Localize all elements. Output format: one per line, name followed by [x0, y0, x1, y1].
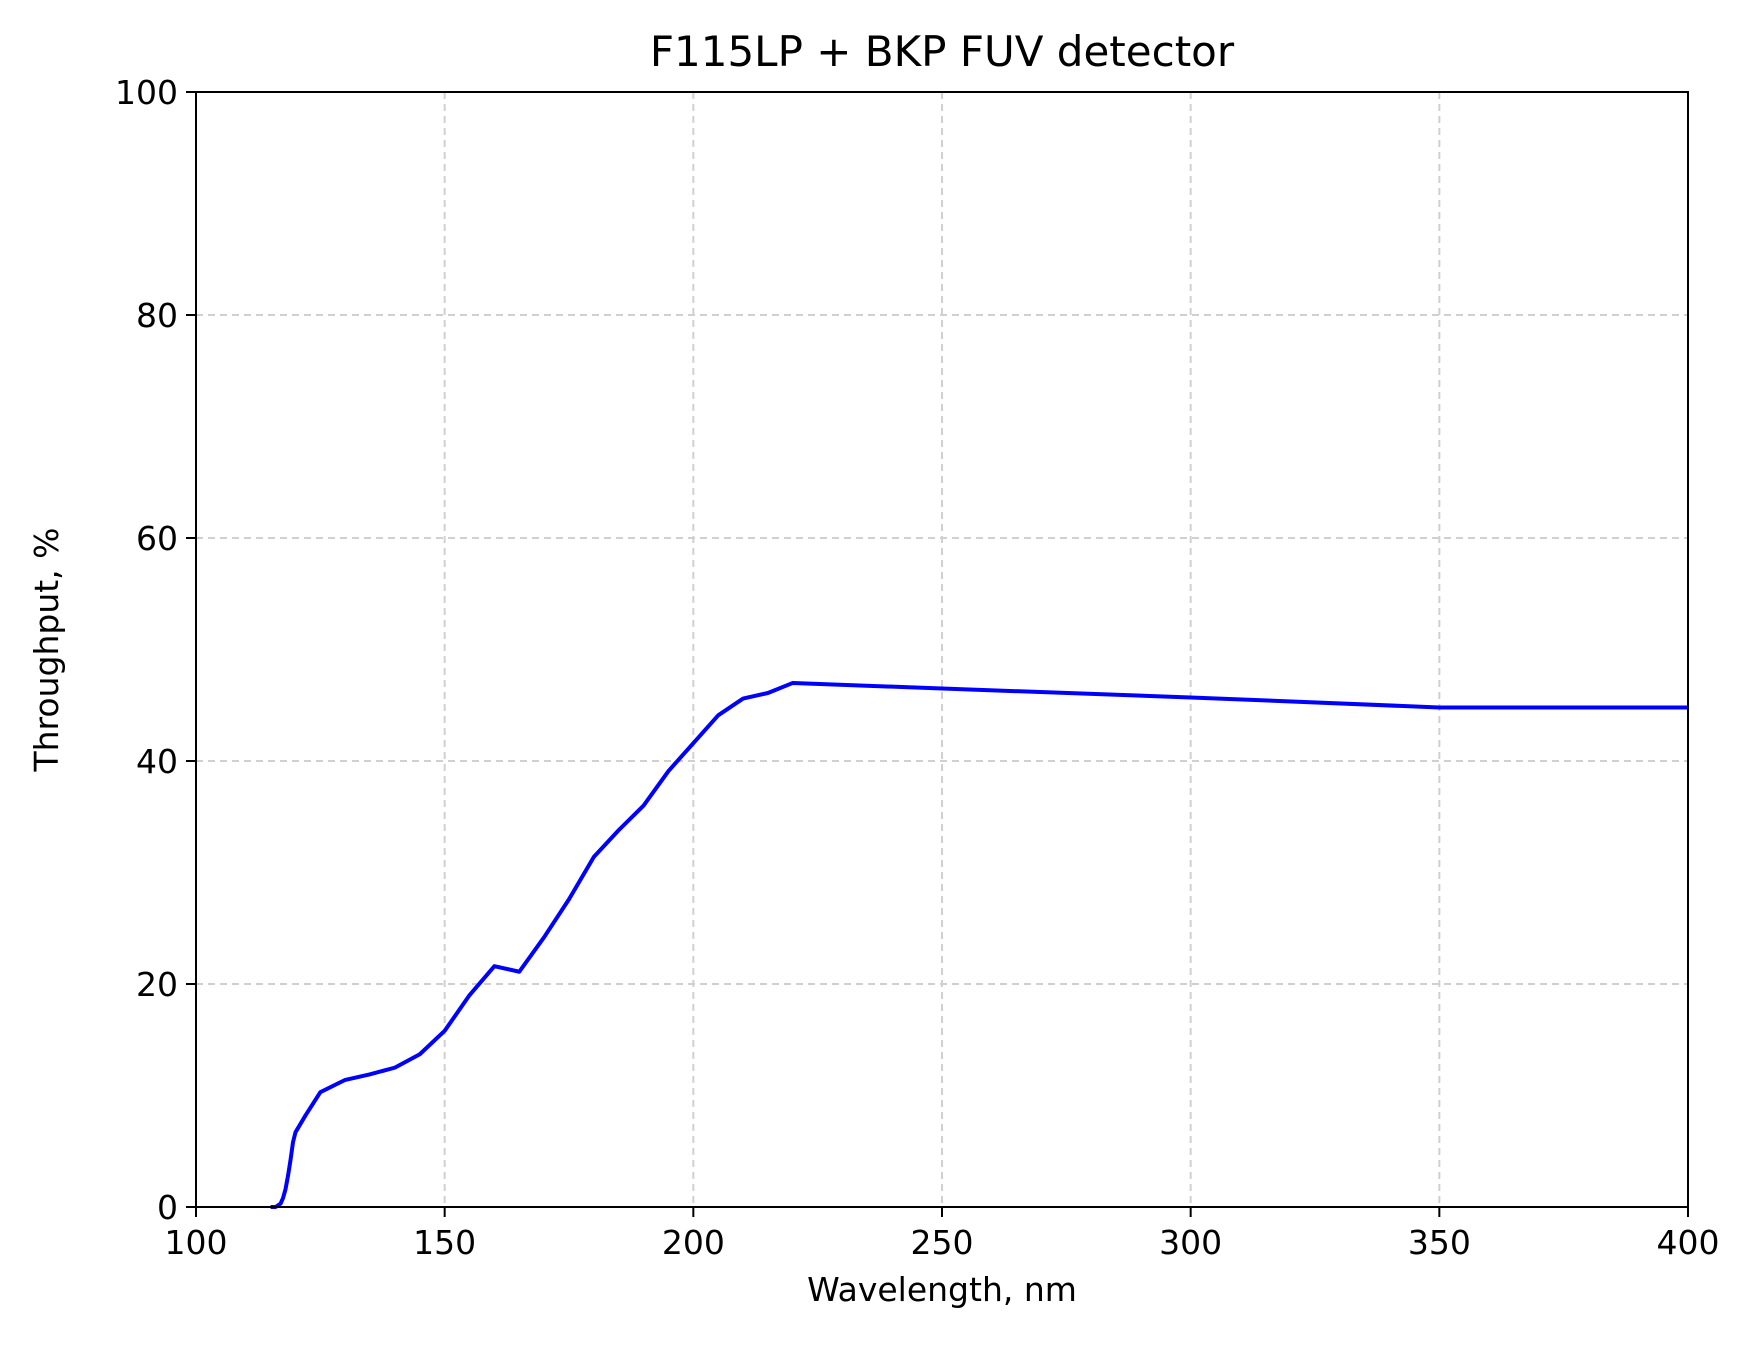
grid-lines [196, 92, 1688, 1207]
x-tick-label: 300 [1159, 1223, 1222, 1262]
x-tick-label: 250 [911, 1223, 974, 1262]
ticks: 100 150 200 250 300 350 400 0 20 40 60 80 100 [115, 73, 1720, 1262]
x-tick-label: 200 [662, 1223, 725, 1262]
y-tick-label: 0 [157, 1188, 178, 1227]
y-tick-label: 60 [136, 519, 178, 558]
y-tick-label: 40 [136, 742, 178, 781]
y-tick-label: 80 [136, 296, 178, 335]
y-tick-label: 100 [115, 73, 178, 112]
x-tick-label: 400 [1657, 1223, 1720, 1262]
y-tick-label: 20 [136, 965, 178, 1004]
y-axis-label: Throughput, % [27, 527, 66, 772]
x-tick-label: 350 [1408, 1223, 1471, 1262]
x-axis-label: Wavelength, nm [807, 1270, 1077, 1309]
x-tick-label: 150 [413, 1223, 476, 1262]
series-line [270, 680, 1688, 1209]
x-tick-label: 100 [165, 1223, 228, 1262]
chart-title: F115LP + BKP FUV detector [650, 27, 1235, 76]
series-layer [270, 680, 1688, 1209]
